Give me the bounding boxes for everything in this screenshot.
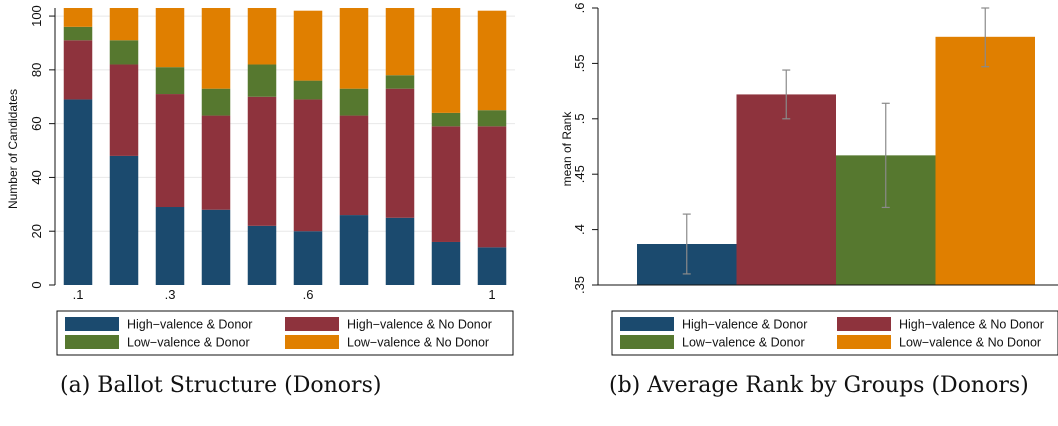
bar-segment — [386, 218, 415, 285]
bar-segment — [110, 64, 139, 155]
legend-label: High−valence & No Donor — [347, 318, 492, 332]
bar-segment — [340, 116, 369, 216]
y-tick-label: 100 — [29, 5, 44, 27]
bar-segment — [294, 81, 323, 100]
legend-label: Low−valence & Donor — [682, 336, 805, 350]
bar-segment — [386, 8, 415, 75]
legend-swatch — [65, 335, 119, 349]
legend-label: High−valence & Donor — [682, 318, 807, 332]
panel-b-bars — [637, 37, 1035, 285]
bar-segment — [478, 126, 507, 247]
y-tick-label: .5 — [572, 113, 587, 124]
legend-label: Low−valence & No Donor — [347, 336, 489, 350]
bar-segment — [202, 116, 231, 210]
legend-label: High−valence & Donor — [127, 318, 252, 332]
y-tick-label: .4 — [572, 224, 587, 235]
bar-segment — [386, 89, 415, 218]
bar-segment — [64, 8, 93, 27]
panel-a-x-axis: .1 .3 .6 1 — [73, 287, 496, 302]
bar-segment — [432, 8, 461, 113]
y-tick-label: 60 — [29, 116, 44, 130]
bar-segment — [294, 11, 323, 81]
y-tick-label: .55 — [572, 54, 587, 72]
y-tick-label: 40 — [29, 170, 44, 184]
panel-a-caption: (a) Ballot Structure (Donors) — [60, 373, 381, 398]
bar — [936, 37, 1036, 285]
bar-segment — [202, 210, 231, 285]
bar-segment — [294, 231, 323, 285]
bar-segment — [386, 75, 415, 88]
legend-label: Low−valence & Donor — [127, 336, 250, 350]
legend-label: Low−valence & No Donor — [899, 336, 1041, 350]
bar-segment — [156, 94, 185, 207]
bar-segment — [202, 89, 231, 116]
panel-a-y-axis: 0 20 40 60 80 100 — [29, 5, 55, 288]
bar-segment — [478, 11, 507, 111]
bar-segment — [110, 8, 139, 40]
bar-segment — [64, 40, 93, 99]
panel-b-caption: (b) Average Rank by Groups (Donors) — [609, 373, 1029, 398]
y-tick-label: 20 — [29, 224, 44, 238]
bar-segment — [478, 110, 507, 126]
bar-segment — [156, 67, 185, 94]
y-tick-label: .45 — [572, 165, 587, 183]
bar-segment — [248, 8, 277, 64]
panel-a-ballot-structure: 0 20 40 60 80 100 .1 .3 .6 1 Number of Candidate… — [6, 5, 515, 398]
panel-b-average-rank: .35 .4 .45 .5 .55 .6 mean of Rank High−valenc… — [560, 3, 1058, 398]
legend-label: High−valence & No Donor — [899, 318, 1044, 332]
bar-segment — [156, 8, 185, 67]
bar-segment — [64, 27, 93, 40]
y-tick-label: 80 — [29, 63, 44, 77]
x-tick-label: .6 — [303, 287, 314, 302]
bar-segment — [432, 126, 461, 242]
x-tick-label: .3 — [165, 287, 176, 302]
bar-segment — [156, 207, 185, 285]
panel-a-y-axis-label: Number of Candidates — [6, 89, 20, 209]
bar-segment — [248, 97, 277, 226]
y-tick-label: .6 — [572, 3, 587, 14]
bar-segment — [202, 8, 231, 89]
bar-segment — [432, 242, 461, 285]
bar-segment — [110, 40, 139, 64]
bar — [737, 94, 837, 285]
x-tick-label: 1 — [488, 287, 495, 302]
legend-swatch — [620, 317, 674, 331]
legend-swatch — [285, 317, 339, 331]
bar-segment — [340, 8, 369, 89]
panel-a-bars — [64, 8, 507, 285]
bar-segment — [340, 215, 369, 285]
bar-segment — [478, 247, 507, 285]
legend-swatch — [837, 335, 891, 349]
legend-swatch — [837, 317, 891, 331]
bar-segment — [64, 99, 93, 285]
bar-segment — [110, 156, 139, 285]
panel-a-legend: High−valence & Donor High−valence & No Do… — [57, 311, 513, 355]
legend-swatch — [285, 335, 339, 349]
y-tick-label: 0 — [29, 281, 44, 288]
legend-swatch — [620, 335, 674, 349]
legend-swatch — [65, 317, 119, 331]
bar-segment — [432, 113, 461, 126]
bar-segment — [294, 99, 323, 231]
bar-segment — [248, 226, 277, 285]
bar-segment — [340, 89, 369, 116]
y-tick-label: .35 — [572, 276, 587, 294]
x-tick-label: .1 — [73, 287, 84, 302]
panel-b-y-axis-label: mean of Rank — [560, 111, 574, 187]
panel-b-legend: High−valence & Donor High−valence & No Do… — [612, 311, 1058, 355]
bar-segment — [248, 64, 277, 96]
